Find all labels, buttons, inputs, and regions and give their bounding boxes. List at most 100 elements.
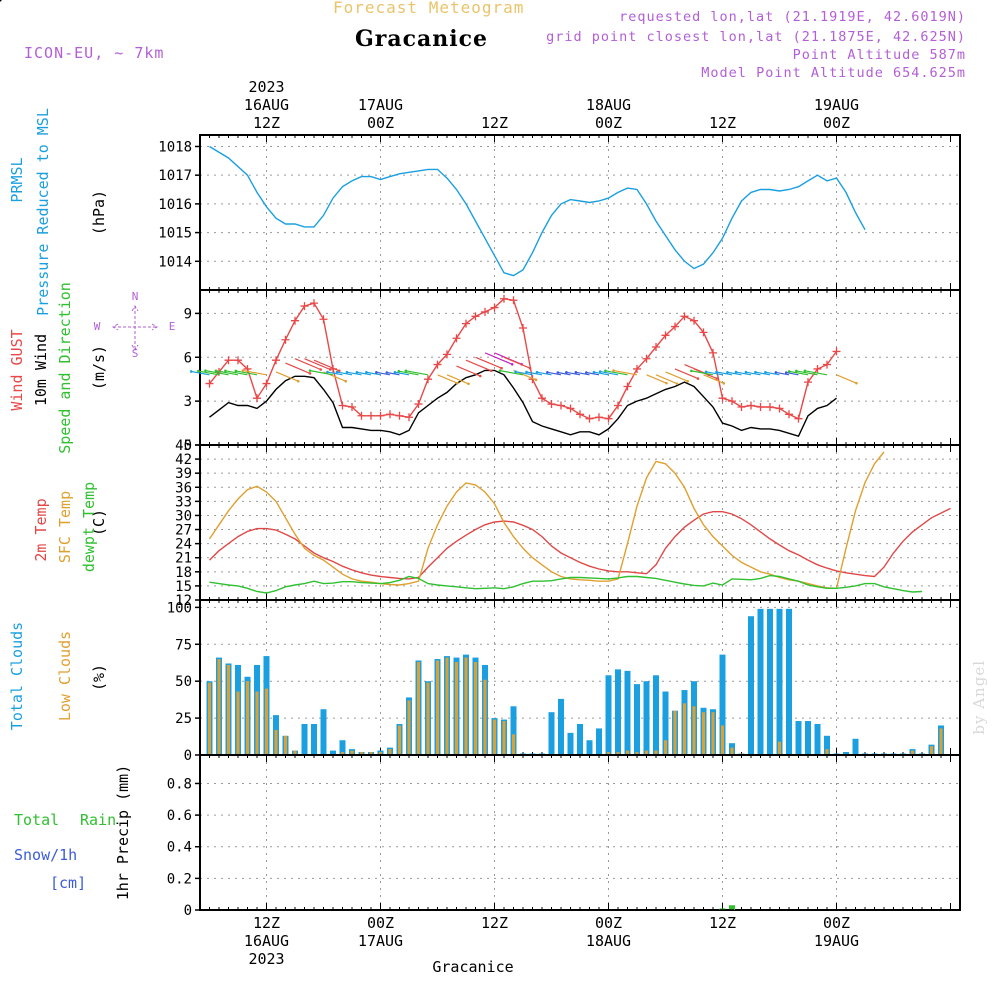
wind-arrow — [786, 371, 799, 376]
wind-arrow — [804, 370, 828, 376]
total-cloud-bar — [320, 709, 327, 755]
wind-arrowhead — [592, 370, 596, 374]
low-cloud-bar — [436, 660, 439, 755]
gust-marker — [690, 316, 698, 325]
label-wind-gust: Wind GUST — [8, 329, 26, 410]
wind-arrow — [703, 374, 725, 384]
gust-marker — [234, 356, 242, 365]
wind-arrowhead — [224, 369, 227, 373]
y-tick-label: 15 — [175, 579, 192, 595]
low-cloud-bar — [493, 719, 496, 755]
series-10m-wind — [209, 369, 837, 438]
total-cloud-bar — [510, 706, 517, 755]
total-cloud-bar — [577, 724, 583, 755]
gust-marker — [680, 312, 689, 321]
wind-arrow — [566, 371, 581, 376]
time-label-bottom: 00Z — [595, 914, 622, 932]
label-total-clouds: Total Clouds — [8, 622, 26, 730]
wind-arrowhead — [696, 377, 700, 380]
gust-marker — [661, 331, 670, 340]
compass-s: S — [132, 347, 139, 360]
wind-arrow — [600, 370, 619, 376]
time-label-bottom: 2023 — [248, 950, 284, 968]
wind-arrowhead — [478, 374, 482, 378]
wind-arrow — [526, 371, 543, 376]
wind-arrowhead — [764, 370, 767, 374]
y-tick-label: 1018 — [158, 139, 192, 155]
low-cloud-bar — [692, 706, 696, 755]
compass-n: N — [132, 290, 139, 303]
wind-arrow — [484, 352, 513, 365]
series-sfc-temp — [208, 451, 885, 590]
total-cloud-bar — [757, 608, 764, 755]
low-cloud-bar — [645, 750, 648, 755]
total-cloud-bar — [795, 721, 802, 755]
wind-arrowhead — [744, 370, 748, 374]
wind-arrowhead — [375, 371, 378, 374]
wind-arrow — [503, 356, 531, 369]
time-label-bottom: 12Z — [481, 914, 508, 932]
gust-marker — [709, 348, 717, 357]
wind-arrow — [346, 371, 362, 376]
total-cloud-bar — [643, 681, 650, 755]
label-cm: [cm] — [50, 874, 86, 892]
time-label-bottom: 12Z — [709, 914, 736, 932]
wind-arrowhead — [565, 371, 568, 374]
wind-arrowhead — [197, 369, 200, 373]
wind-arrow — [285, 362, 311, 374]
gust-marker — [253, 394, 261, 403]
wind-arrowhead — [715, 377, 719, 380]
wind-arrow — [755, 371, 771, 376]
y-tick-label: 75 — [175, 637, 192, 653]
wind-arrowhead — [296, 379, 300, 383]
total-cloud-bar — [586, 740, 593, 755]
wind-arrow — [775, 371, 790, 376]
wind-arrowhead — [0, 0, 2, 2]
gust-marker — [481, 307, 489, 316]
gust-marker — [348, 402, 356, 411]
wind-arrow — [456, 365, 481, 377]
low-cloud-bar — [464, 657, 468, 755]
wind-arrowhead — [528, 366, 532, 370]
wind-arrow — [465, 359, 492, 372]
gust-marker — [823, 360, 831, 369]
y-axis-label: (hPa) — [90, 190, 108, 235]
gust-marker — [300, 302, 309, 311]
y-axis-label: (m/s) — [90, 345, 108, 390]
label-snow: Snow/1h — [14, 846, 77, 864]
y-tick-label: 0.6 — [167, 808, 192, 824]
gust-marker — [443, 350, 451, 359]
low-cloud-bar — [445, 657, 449, 755]
gust-marker — [538, 394, 546, 403]
wind-arrowhead — [337, 369, 341, 373]
series-2m-temp — [209, 507, 951, 580]
low-cloud-bar — [730, 747, 734, 755]
label-2m-temp: 2m Temp — [32, 498, 50, 561]
rain-bar — [729, 905, 735, 910]
low-cloud-bar — [512, 734, 515, 755]
wind-arrowhead — [335, 370, 339, 374]
wind-arrowhead — [612, 369, 615, 372]
wind-arrow — [398, 370, 419, 376]
gust-marker — [813, 364, 822, 373]
wind-arrowhead — [585, 371, 588, 374]
gust-marker — [775, 404, 784, 413]
wind-arrow — [198, 370, 220, 376]
gust-marker — [766, 402, 774, 411]
wind-arrow — [205, 370, 229, 376]
wind-arrow — [536, 371, 552, 376]
time-label-top: 19AUG — [814, 96, 859, 114]
gust-marker — [756, 402, 765, 411]
y-tick-label: 100 — [167, 600, 192, 616]
wind-arrowhead — [345, 370, 349, 374]
gust-marker — [737, 402, 746, 411]
gust-marker — [785, 410, 793, 419]
y-tick-label: 39 — [175, 466, 192, 482]
gust-marker — [319, 315, 328, 324]
compass-e: E — [169, 320, 176, 333]
total-cloud-bar — [852, 738, 859, 755]
total-cloud-bar — [615, 669, 621, 755]
wind-arrowhead — [489, 369, 493, 373]
label-10m-wind: 10m Wind — [32, 334, 50, 406]
wind-arrowhead — [690, 369, 693, 373]
